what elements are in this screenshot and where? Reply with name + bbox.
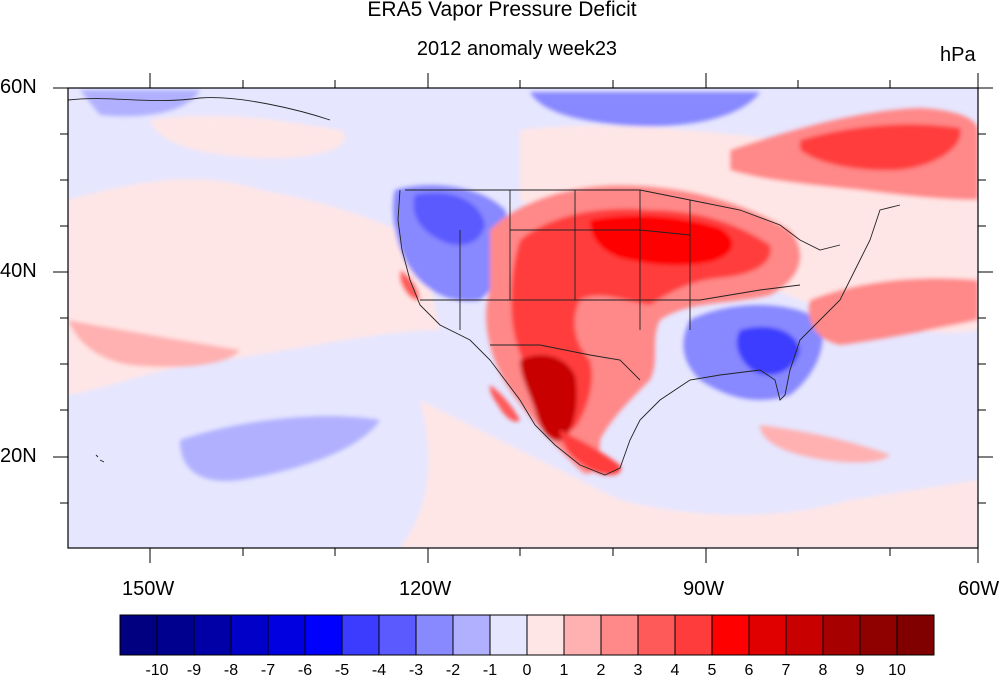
colorbar-box [748, 614, 787, 656]
colorbar-label: 10 [888, 662, 906, 679]
colorbar-label: -4 [372, 662, 386, 679]
south-weak-positive [400, 400, 978, 548]
mexico-positive [560, 430, 621, 476]
canada-east-positive-core [800, 124, 961, 171]
central-positive-strong [511, 208, 771, 431]
colorbar-label: -3 [409, 662, 423, 679]
colorbar-box [230, 614, 269, 656]
colorbar-box [637, 614, 676, 656]
coastlines [68, 97, 901, 476]
central-positive-core [590, 215, 733, 266]
colorbar-box [119, 614, 158, 656]
colorbar-label: 4 [671, 662, 680, 679]
colorbar-label: 3 [634, 662, 643, 679]
colorbar-box [711, 614, 750, 656]
colorbar-box [156, 614, 195, 656]
pacific-weak-negative [180, 416, 380, 481]
colorbar-label: -1 [483, 662, 497, 679]
colorbar-box [415, 614, 454, 656]
colorbar-label: 2 [597, 662, 606, 679]
colorbar-label: -5 [335, 662, 349, 679]
colorbar-label: -7 [261, 662, 275, 679]
colorbar-label: 7 [782, 662, 791, 679]
lat-label-40n: 40N [0, 260, 37, 282]
colorbar-label: 6 [745, 662, 754, 679]
colorbar-box [896, 614, 935, 656]
colorbar-label: 0 [523, 662, 532, 679]
atlantic-positive [808, 278, 978, 345]
colorbar-box [600, 614, 639, 656]
texas-positive-core [520, 355, 577, 441]
lon-label-90w: 90W [683, 578, 725, 600]
colorbar-box [452, 614, 491, 656]
colorbar-box [267, 614, 306, 656]
colorbar-label: 8 [819, 662, 828, 679]
alaska-weak-negative [80, 90, 200, 117]
colorbar-label: 5 [708, 662, 717, 679]
colorbar-label: 9 [856, 662, 865, 679]
colorbar-box [563, 614, 602, 656]
colorbar-box [526, 614, 565, 656]
lon-label-60w: 60W [958, 578, 1000, 600]
colorbar-box [859, 614, 898, 656]
colorbar-box [489, 614, 528, 656]
map-title: ERA5 Vapor Pressure Deficit [367, 0, 637, 21]
colorbar-box [785, 614, 824, 656]
map-subtitle: 2012 anomaly week23 [416, 38, 618, 60]
caribbean-positive [760, 425, 890, 463]
north-pacific-weak-positive [150, 115, 346, 159]
lat-label-60n: 60N [0, 76, 37, 98]
hudson-negative [530, 92, 760, 127]
anomaly-field [68, 88, 978, 548]
colorbar-box [341, 614, 380, 656]
lon-label-120w: 120W [399, 578, 452, 600]
lat-label-20n: 20N [0, 445, 37, 467]
lon-label-150w: 150W [122, 578, 175, 600]
colorbar-label: -10 [145, 662, 168, 679]
colorbar-box [674, 614, 713, 656]
colorbar-box [822, 614, 861, 656]
axis-ticks [53, 73, 993, 563]
colorbar-label: -2 [446, 662, 460, 679]
colorbar-box [304, 614, 343, 656]
colorbar-label: -6 [298, 662, 312, 679]
colorbar-label: 1 [560, 662, 569, 679]
pacific-positive [68, 320, 240, 367]
baja-positive [489, 385, 520, 422]
units-label: hPa [940, 44, 976, 66]
colorbar-label: -9 [187, 662, 201, 679]
colorbar: -10 -9 -8 -7 -6 -5 -4 -3 -2 -1 0 1 2 3 4 5 6 7 8 9 10 [119, 614, 935, 679]
northwest-negative-core [413, 193, 485, 245]
southeast-negative-core [736, 326, 800, 375]
colorbar-box [193, 614, 232, 656]
colorbar-label: -8 [224, 662, 238, 679]
colorbar-box [378, 614, 417, 656]
